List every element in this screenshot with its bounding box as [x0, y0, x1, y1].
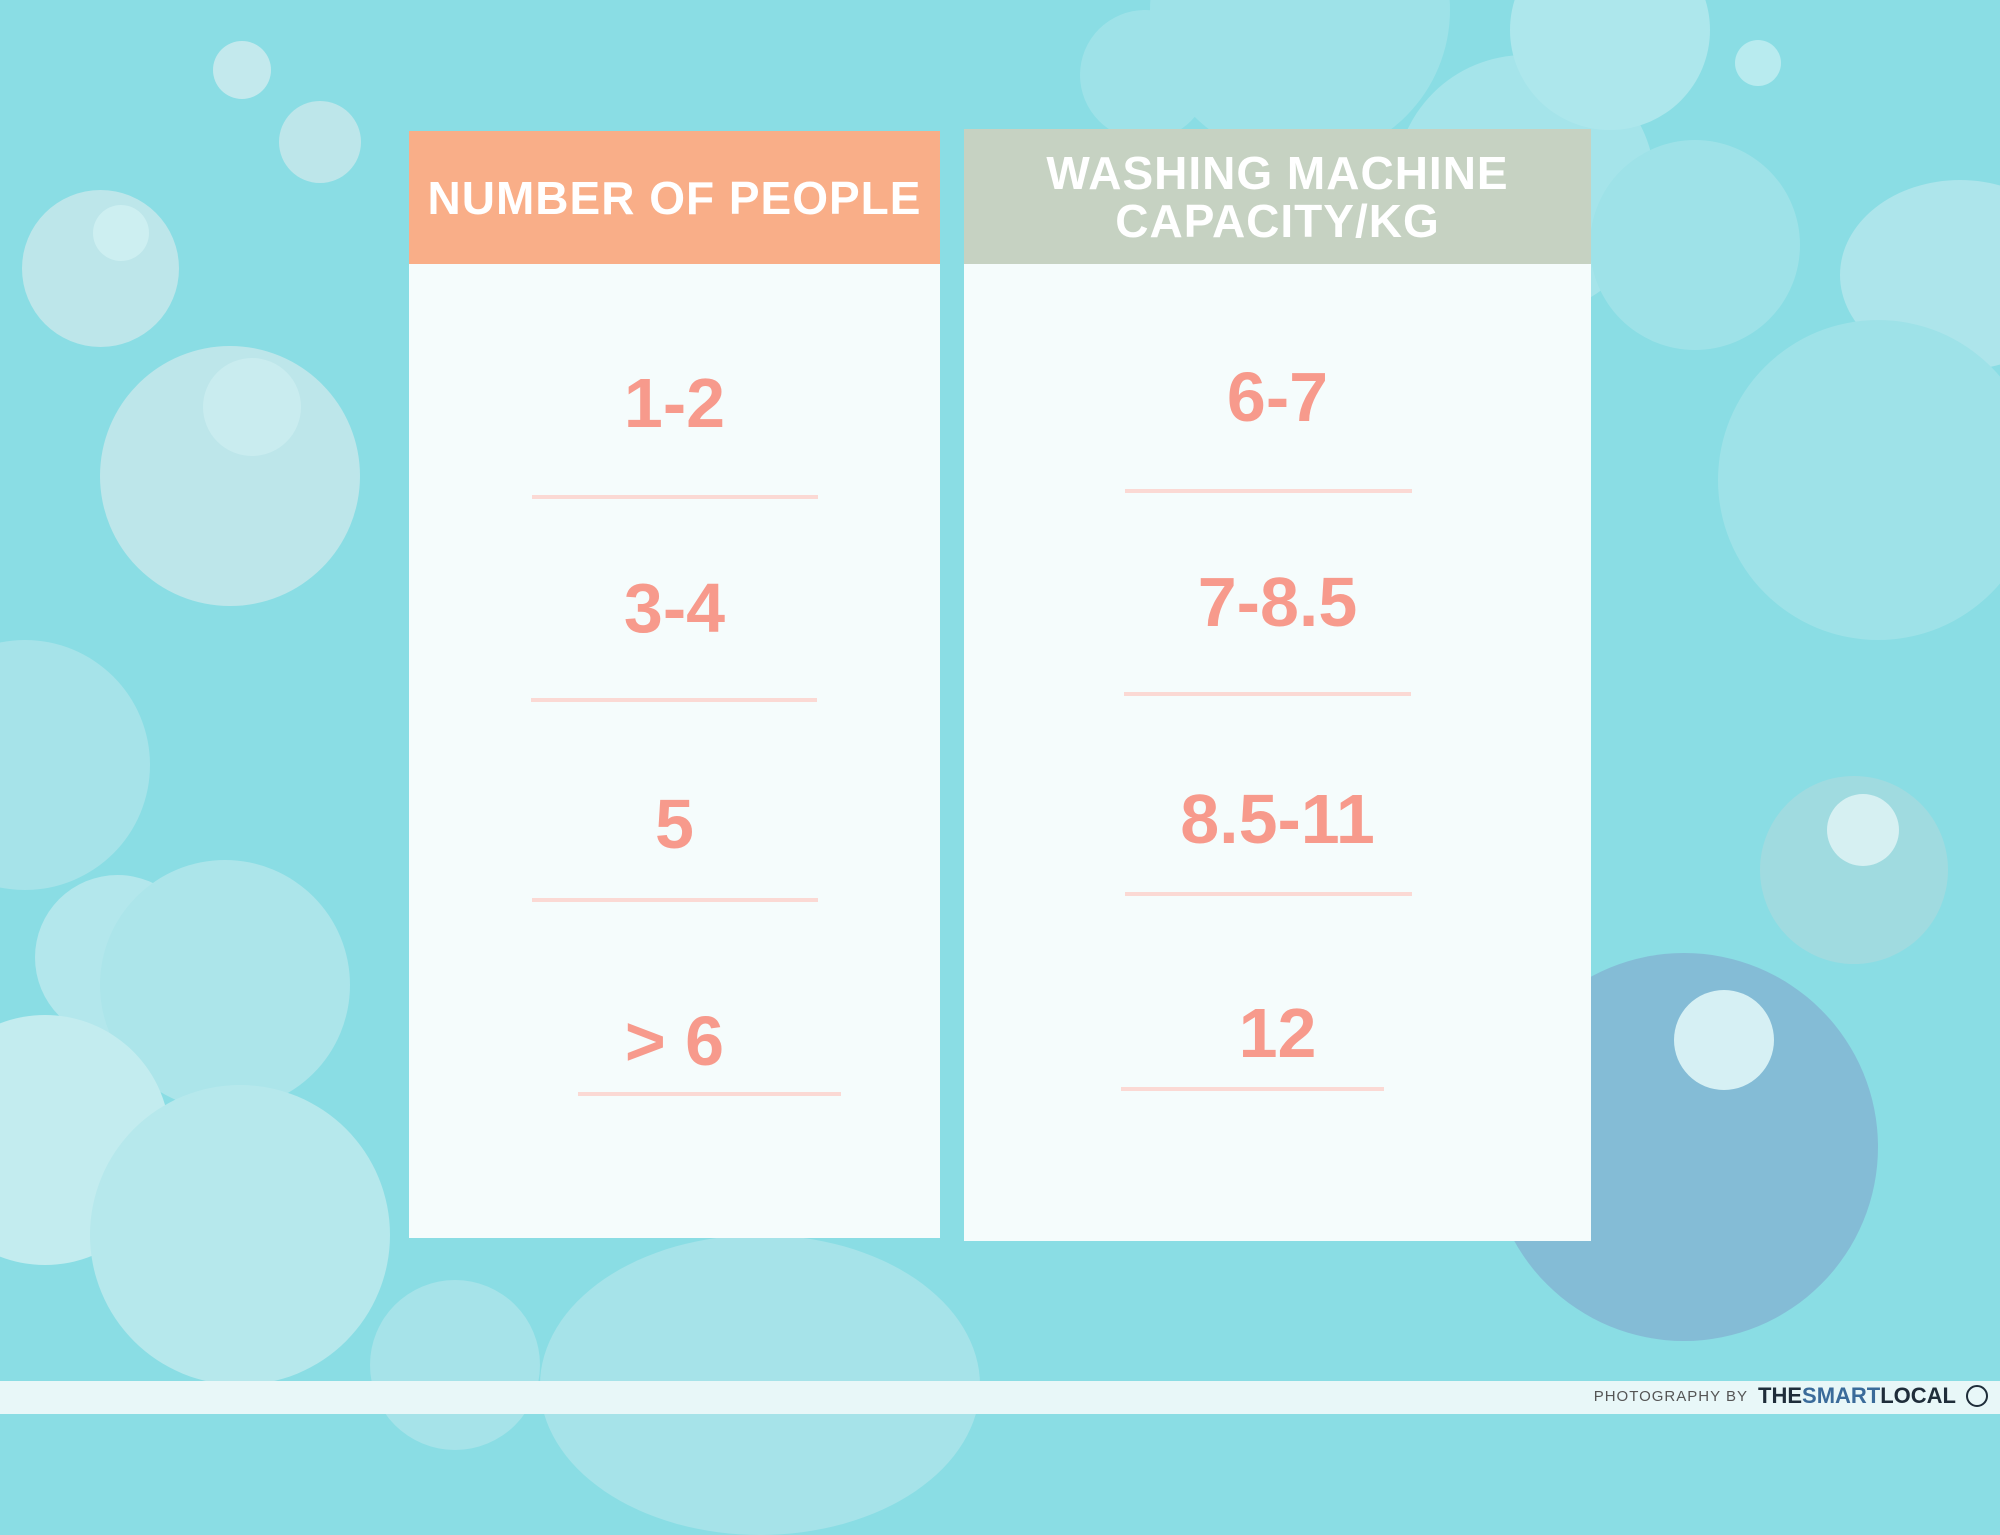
- photo-credit: PHOTOGRAPHY BY THESMARTLOCAL: [1594, 1383, 1988, 1409]
- capacity-value: 8.5-11: [1180, 780, 1375, 858]
- divider: [1125, 892, 1412, 896]
- bubble: [1735, 40, 1781, 86]
- bubble: [0, 640, 150, 890]
- people-value: > 6: [624, 1002, 725, 1080]
- people-value: 1-2: [623, 364, 726, 442]
- divider: [531, 698, 817, 702]
- capacity-column: WASHING MACHINE CAPACITY/KG 6-7 7-8.5 8.…: [964, 129, 1591, 1241]
- bubble: [213, 41, 271, 99]
- capacity-header: WASHING MACHINE CAPACITY/KG: [964, 129, 1591, 264]
- capacity-header-line1: WASHING MACHINE: [1046, 146, 1509, 199]
- bubble: [1827, 794, 1899, 866]
- credit-prefix: PHOTOGRAPHY BY: [1593, 1387, 1749, 1405]
- people-column: NUMBER OF PEOPLE 1-2 3-4 5 > 6: [409, 131, 940, 1238]
- bubble: [370, 1280, 540, 1450]
- brand-logo: THESMARTLOCAL: [1758, 1383, 1956, 1409]
- divider: [532, 898, 818, 902]
- divider: [578, 1092, 841, 1096]
- footer-strip: [0, 1381, 2000, 1414]
- bubble: [1590, 140, 1800, 350]
- divider: [1121, 1087, 1384, 1091]
- bubble: [279, 101, 361, 183]
- bubble: [1806, 520, 1936, 635]
- brand-part: THE: [1758, 1383, 1803, 1408]
- divider: [532, 495, 818, 499]
- divider: [1125, 489, 1412, 493]
- brand-part: SMART: [1802, 1383, 1881, 1408]
- capacity-value: 7-8.5: [1197, 563, 1358, 641]
- bubble: [93, 205, 149, 261]
- divider: [1124, 692, 1411, 696]
- capacity-header-line2: CAPACITY/KG: [1115, 194, 1440, 247]
- capacity-value: 6-7: [1226, 358, 1329, 436]
- bubble: [203, 358, 301, 456]
- people-header: NUMBER OF PEOPLE: [409, 131, 940, 264]
- people-header-text: NUMBER OF PEOPLE: [427, 171, 922, 224]
- ferris-wheel-icon: [1966, 1385, 1988, 1407]
- bubble: [90, 1085, 390, 1385]
- brand-part: LOCAL: [1880, 1383, 1956, 1408]
- people-value: 5: [655, 785, 694, 863]
- capacity-value: 12: [1238, 994, 1317, 1072]
- people-value: 3-4: [623, 569, 726, 647]
- bubble: [1674, 990, 1774, 1090]
